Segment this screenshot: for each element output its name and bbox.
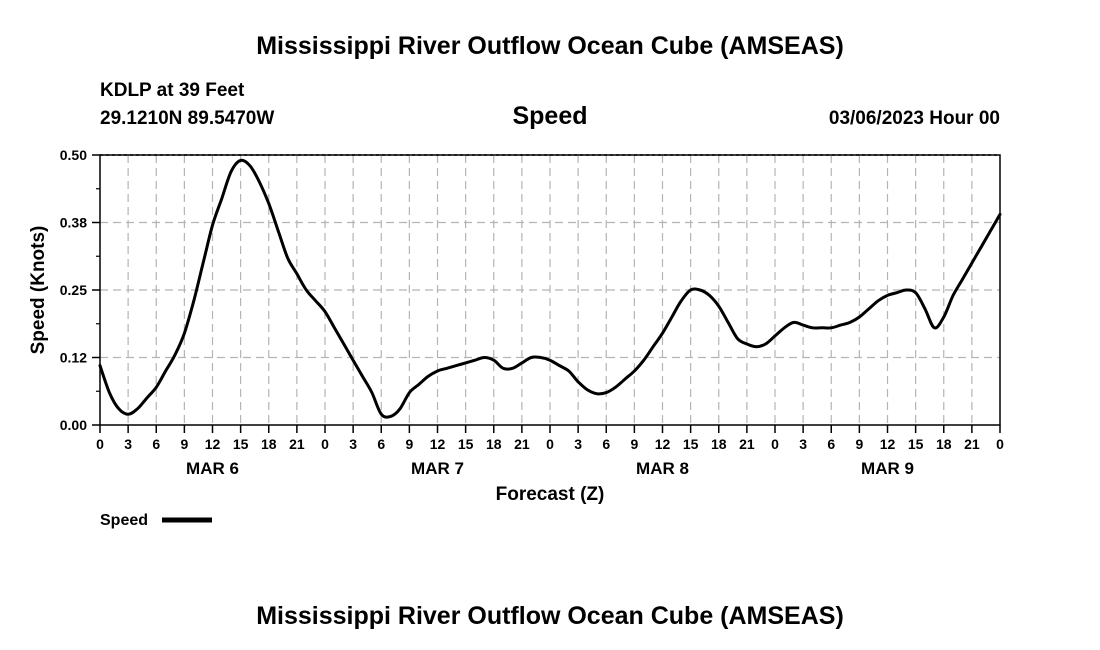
x-tick-label: 12 bbox=[205, 436, 221, 452]
x-tick-label: 15 bbox=[233, 436, 249, 452]
x-tick-label: 0 bbox=[546, 436, 554, 452]
y-tick-label: 0.25 bbox=[60, 282, 87, 298]
x-tick-label: 3 bbox=[349, 436, 357, 452]
y-tick-label: 0.50 bbox=[60, 147, 87, 163]
x-tick-label: 0 bbox=[96, 436, 104, 452]
x-tick-label: 6 bbox=[377, 436, 385, 452]
x-tick-label: 3 bbox=[124, 436, 132, 452]
x-tick-label: 18 bbox=[711, 436, 727, 452]
x-tick-label: 21 bbox=[514, 436, 530, 452]
footer-chart-title: Mississippi River Outflow Ocean Cube (AM… bbox=[256, 602, 844, 630]
x-tick-label: 21 bbox=[289, 436, 305, 452]
x-tick-label: 9 bbox=[180, 436, 188, 452]
x-tick-label: 18 bbox=[261, 436, 277, 452]
x-tick-label: 15 bbox=[458, 436, 474, 452]
x-tick-label: 12 bbox=[655, 436, 671, 452]
chart-subtitle: Speed bbox=[512, 102, 587, 130]
y-axis-label: Speed (Knots) bbox=[28, 226, 49, 355]
x-tick-label: 6 bbox=[152, 436, 160, 452]
speed-series-line bbox=[98, 158, 1002, 419]
x-tick-label: 6 bbox=[602, 436, 610, 452]
x-axis-label: Forecast (Z) bbox=[496, 484, 605, 505]
x-tick-label: 12 bbox=[430, 436, 446, 452]
x-tick-label: 0 bbox=[771, 436, 779, 452]
location-label: 29.1210N 89.5470W bbox=[100, 108, 274, 129]
x-tick-label: 15 bbox=[908, 436, 924, 452]
day-label: MAR 8 bbox=[636, 459, 689, 478]
x-tick-label: 12 bbox=[880, 436, 896, 452]
x-tick-label: 18 bbox=[486, 436, 502, 452]
y-tick-label: 0.12 bbox=[60, 350, 87, 366]
y-tick-label: 0.38 bbox=[60, 215, 87, 231]
x-tick-label: 21 bbox=[739, 436, 755, 452]
legend-label: Speed bbox=[100, 512, 148, 529]
y-axis: 0.00 0.12 0.25 0.38 0.50 bbox=[60, 147, 100, 433]
x-tick-label: 9 bbox=[405, 436, 413, 452]
station-label: KDLP at 39 Feet bbox=[100, 80, 245, 101]
day-label: MAR 6 bbox=[186, 459, 239, 478]
day-label: MAR 9 bbox=[861, 459, 914, 478]
x-tick-label: 0 bbox=[321, 436, 329, 452]
x-tick-label: 18 bbox=[936, 436, 952, 452]
forecast-datetime: 03/06/2023 Hour 00 bbox=[829, 108, 1000, 129]
x-tick-label: 3 bbox=[799, 436, 807, 452]
day-labels: MAR 6 MAR 7 MAR 8 MAR 9 bbox=[186, 459, 914, 478]
x-tick-label: 0 bbox=[996, 436, 1004, 452]
legend: Speed bbox=[100, 512, 212, 529]
x-tick-label: 3 bbox=[574, 436, 582, 452]
x-tick-label: 15 bbox=[683, 436, 699, 452]
x-axis: 0 3 6 9 12 15 18 21 0 3 6 9 12 15 18 21 0 3 6 9 12 15 18 21 0 3 6 9… bbox=[96, 425, 1004, 452]
y-tick-label: 0.00 bbox=[60, 417, 87, 433]
day-label: MAR 7 bbox=[411, 459, 464, 478]
x-tick-label: 9 bbox=[855, 436, 863, 452]
chart-title: Mississippi River Outflow Ocean Cube (AM… bbox=[256, 32, 844, 60]
x-tick-label: 21 bbox=[964, 436, 980, 452]
x-tick-label: 9 bbox=[630, 436, 638, 452]
x-tick-label: 6 bbox=[827, 436, 835, 452]
grid-lines bbox=[100, 155, 1000, 425]
